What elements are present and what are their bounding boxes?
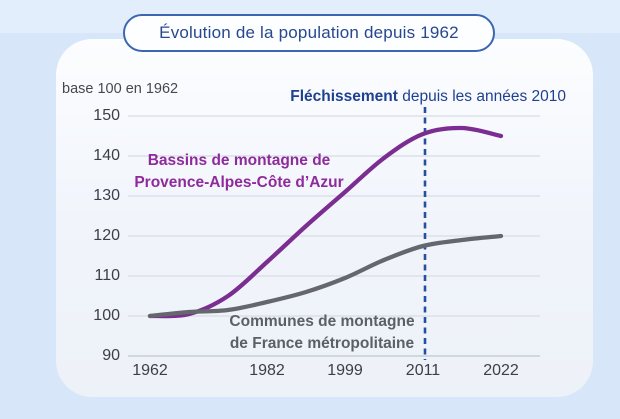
x-tick-label: 1999 (327, 362, 363, 379)
x-tick-label: 1982 (249, 362, 285, 379)
series-label-france-line1: Communes de montagne (229, 313, 415, 330)
y-tick-label: 150 (93, 107, 120, 124)
series-label-paca-line2: Provence-Alpes-Côte d’Azur (134, 174, 344, 191)
chart-title-pill[interactable]: Évolution de la population depuis 1962 (123, 14, 495, 52)
series-label-paca: Bassins de montagne de Provence-Alpes-Cô… (129, 150, 349, 194)
y-tick-label: 100 (93, 307, 120, 324)
y-axis-note: base 100 en 1962 (62, 81, 179, 97)
x-tick-label: 2022 (483, 362, 519, 379)
y-tick-label: 120 (93, 227, 120, 244)
x-tick-label: 2011 (405, 362, 441, 379)
y-tick-label: 130 (93, 187, 120, 204)
y-tick-label: 140 (93, 147, 120, 164)
series-label-paca-line1: Bassins de montagne de (147, 152, 331, 169)
flechissement-annotation: Fléchissement depuis les années 2010 (290, 88, 566, 106)
y-tick-label: 90 (102, 347, 120, 364)
series-label-france-line2: de France métropolitaine (229, 335, 415, 352)
x-tick-label: 1962 (132, 362, 168, 379)
y-tick-label: 110 (94, 267, 120, 284)
chart-card (56, 39, 593, 397)
annotation-bold-text: Fléchissement (290, 88, 398, 105)
series-label-france: Communes de montagne de France métropoli… (212, 311, 432, 355)
annotation-rest-text: depuis les années 2010 (397, 88, 566, 105)
chart-title: Évolution de la population depuis 1962 (159, 23, 459, 42)
